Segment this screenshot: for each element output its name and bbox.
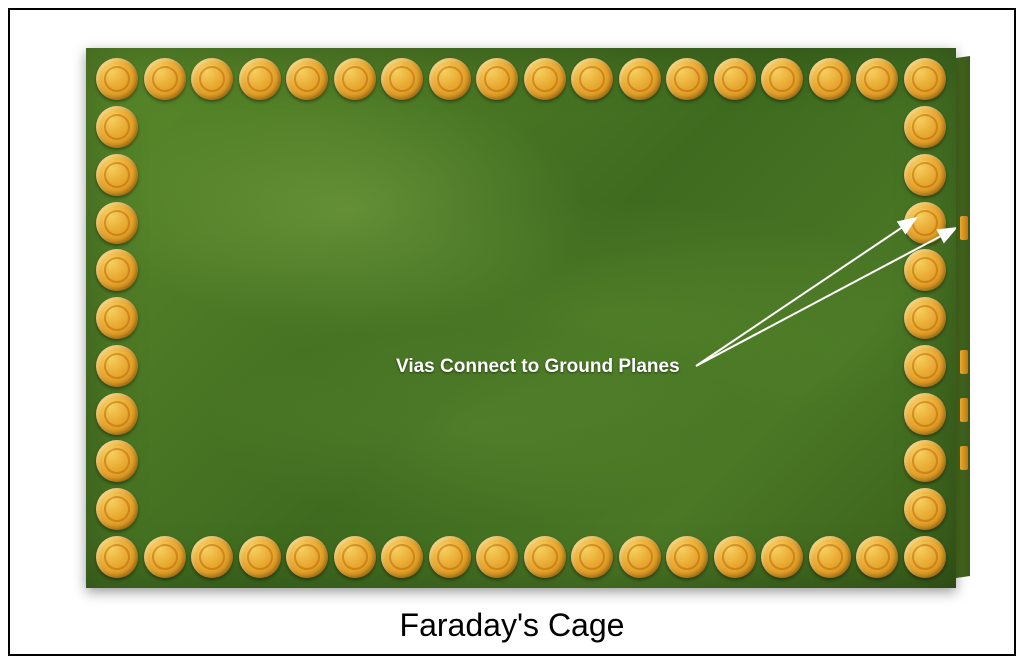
ground-via <box>904 393 946 435</box>
ground-via <box>381 536 423 578</box>
ground-via <box>524 58 566 100</box>
ground-via <box>476 536 518 578</box>
ground-via <box>904 440 946 482</box>
ground-via <box>524 536 566 578</box>
ground-via <box>96 249 138 291</box>
ground-via <box>96 488 138 530</box>
ground-via <box>144 536 186 578</box>
ground-via <box>904 154 946 196</box>
ground-via <box>809 58 851 100</box>
ground-via <box>286 536 328 578</box>
side-ground-via <box>960 350 968 374</box>
ground-via <box>429 58 471 100</box>
board-top-surface <box>86 48 956 588</box>
ground-via <box>619 536 661 578</box>
callout-label: Vias Connect to Ground Planes <box>396 356 680 378</box>
ground-via <box>96 345 138 387</box>
ground-via <box>904 488 946 530</box>
ground-via <box>476 58 518 100</box>
pcb-board: Vias Connect to Ground Planes <box>86 48 956 588</box>
ground-via <box>904 249 946 291</box>
ground-via <box>904 297 946 339</box>
ground-via <box>96 202 138 244</box>
ground-via <box>144 58 186 100</box>
ground-via <box>191 536 233 578</box>
side-ground-via <box>960 216 968 240</box>
ground-via <box>904 106 946 148</box>
ground-via <box>571 58 613 100</box>
ground-via <box>904 345 946 387</box>
ground-via <box>334 58 376 100</box>
ground-via <box>904 202 946 244</box>
ground-via <box>286 58 328 100</box>
diagram-frame: Vias Connect to Ground Planes Faraday's … <box>8 8 1016 656</box>
ground-via <box>239 536 281 578</box>
side-ground-via <box>960 446 968 470</box>
diagram-title: Faraday's Cage <box>10 607 1014 644</box>
ground-via <box>619 58 661 100</box>
ground-via <box>96 440 138 482</box>
ground-via <box>714 536 756 578</box>
ground-via <box>96 297 138 339</box>
ground-via <box>334 536 376 578</box>
ground-via <box>429 536 471 578</box>
ground-via <box>96 393 138 435</box>
ground-via <box>714 58 756 100</box>
ground-via <box>239 58 281 100</box>
ground-via <box>96 106 138 148</box>
ground-via <box>571 536 613 578</box>
ground-via <box>904 58 946 100</box>
board-side-edge <box>956 56 970 578</box>
ground-via <box>904 536 946 578</box>
ground-via <box>809 536 851 578</box>
side-ground-via <box>960 398 968 422</box>
ground-via <box>191 58 233 100</box>
ground-via <box>96 154 138 196</box>
ground-via <box>96 536 138 578</box>
ground-via <box>381 58 423 100</box>
ground-via <box>96 58 138 100</box>
